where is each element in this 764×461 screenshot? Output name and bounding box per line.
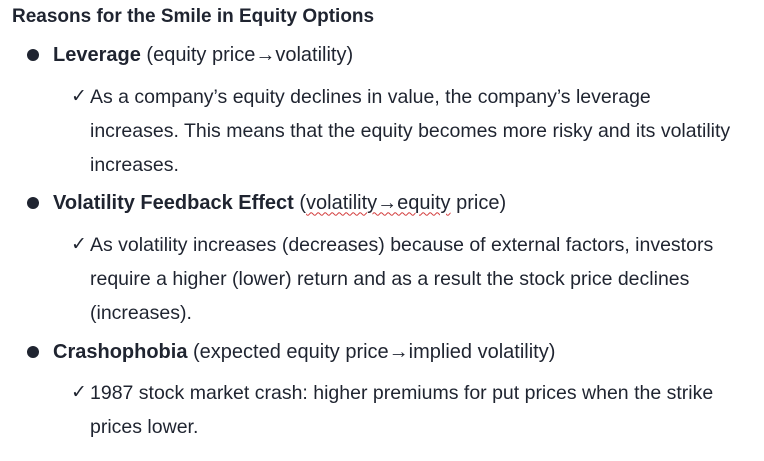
spellcheck-underlined-text: volatility→equity bbox=[306, 191, 451, 214]
sub-point-text: 1987 stock market crash: higher premiums… bbox=[90, 382, 714, 438]
bullet-detail: (expected equity price→implied volatilit… bbox=[193, 340, 556, 363]
slide-title: Reasons for the Smile in Equity Options bbox=[12, 6, 375, 27]
sub-point-leverage: ✓ As a company’s equity declines in valu… bbox=[71, 80, 741, 182]
bullet-heading: Crashophobia bbox=[53, 340, 188, 363]
sub-point-text: As volatility increases (decreases) beca… bbox=[90, 234, 714, 324]
bullet-detail: (equity price→volatility) bbox=[146, 43, 354, 66]
bullet-volatility-feedback: Volatility Feedback Effect (volatility→e… bbox=[27, 188, 506, 218]
sub-point-volatility-feedback: ✓ As volatility increases (decreases) be… bbox=[71, 228, 741, 330]
bullet-dot-icon bbox=[27, 49, 39, 61]
bullet-heading: Volatility Feedback Effect bbox=[53, 191, 294, 214]
checkmark-icon: ✓ bbox=[71, 382, 87, 403]
checkmark-icon: ✓ bbox=[71, 234, 87, 255]
bullet-detail: (volatility→equity price) bbox=[299, 191, 507, 214]
sub-point-text: As a company’s equity declines in value,… bbox=[90, 86, 731, 176]
bullet-crashophobia: Crashophobia (expected equity price→impl… bbox=[27, 337, 555, 367]
bullet-heading: Leverage bbox=[53, 43, 141, 66]
bullet-dot-icon bbox=[27, 197, 39, 209]
bullet-leverage: Leverage (equity price→volatility) bbox=[27, 40, 353, 70]
sub-point-crashophobia: ✓ 1987 stock market crash: higher premiu… bbox=[71, 376, 741, 444]
bullet-dot-icon bbox=[27, 346, 39, 358]
checkmark-icon: ✓ bbox=[71, 86, 87, 107]
